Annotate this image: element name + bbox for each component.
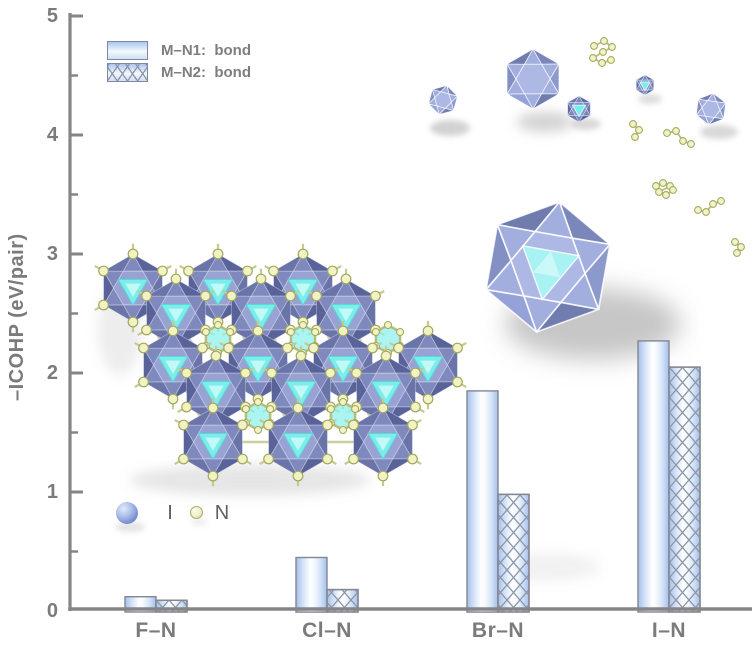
legend-item-mn2: M–N2: bond — [107, 63, 251, 82]
icosahedron-icon — [485, 201, 611, 333]
y-tick-label-4: 4 — [46, 124, 58, 146]
icosahedron-icon — [506, 48, 560, 110]
y-tick-label-3: 3 — [46, 243, 58, 265]
nitrogen-atom-icon — [190, 506, 203, 519]
legend-label-mn1: M–N1: bond — [161, 42, 251, 59]
n2-molecule-icon — [629, 120, 643, 141]
n2-molecule-icon — [731, 238, 745, 257]
axes — [68, 13, 752, 611]
icosahedron-lattice-unit — [259, 397, 337, 487]
y-tick-label-1: 1 — [46, 481, 58, 503]
n2-molecule-icon — [694, 197, 725, 216]
crystal-lattice-inset — [94, 243, 467, 487]
bar-series — [124, 340, 701, 613]
bar-cln-n1 — [295, 556, 328, 613]
crosshatch-bar-swatch — [107, 63, 148, 82]
y-tick-label-5: 5 — [46, 5, 58, 27]
icosahedron-icon — [695, 92, 727, 126]
y-tick-label-0: 0 — [46, 600, 58, 622]
icosahedron-large — [485, 201, 611, 333]
series-legend: M–N1: bond M–N2: bond — [107, 41, 251, 85]
n2-molecule-icon — [589, 37, 616, 67]
bar-cln-n2 — [326, 588, 359, 613]
legend-item-mn1: M–N1: bond — [107, 41, 251, 60]
x-category-label-3: Br–N — [471, 619, 525, 642]
x-category-label-1: F–N — [135, 619, 177, 642]
icosahedron-cyan-face-icon — [635, 74, 655, 96]
bar-brn-n2 — [497, 493, 530, 613]
x-category-label-2: Cl–N — [302, 619, 352, 642]
icosahedron-lattice-unit — [344, 397, 422, 487]
icosahedra-cluster — [428, 48, 727, 126]
bar-fn-n2 — [155, 599, 188, 613]
icosahedron-lattice-unit — [137, 268, 215, 358]
n2-molecule-icon — [663, 127, 695, 148]
icosahedron-lattice-unit — [94, 243, 172, 333]
bar-in-n2 — [668, 366, 701, 613]
icosahedron-lattice-unit — [389, 320, 467, 410]
n2-molecule-icon — [652, 179, 677, 199]
gradient-bar-swatch — [107, 41, 148, 60]
icosahedron-icon — [428, 85, 458, 115]
icosahedron-cyan-face-icon — [567, 95, 591, 123]
iodine-atom-label: I — [167, 502, 173, 524]
legend-label-mn2: M–N2: bond — [161, 64, 251, 81]
bar-in-n1 — [637, 340, 670, 613]
iodine-atom-icon — [116, 502, 138, 524]
icosahedron-lattice-unit — [174, 397, 252, 487]
x-category-label-4: I–N — [651, 619, 687, 642]
bar-brn-n1 — [466, 390, 499, 613]
y-tick-label-2: 2 — [46, 362, 58, 384]
nitrogen-atom-label: N — [214, 502, 230, 524]
n-chain-molecules — [589, 37, 745, 257]
